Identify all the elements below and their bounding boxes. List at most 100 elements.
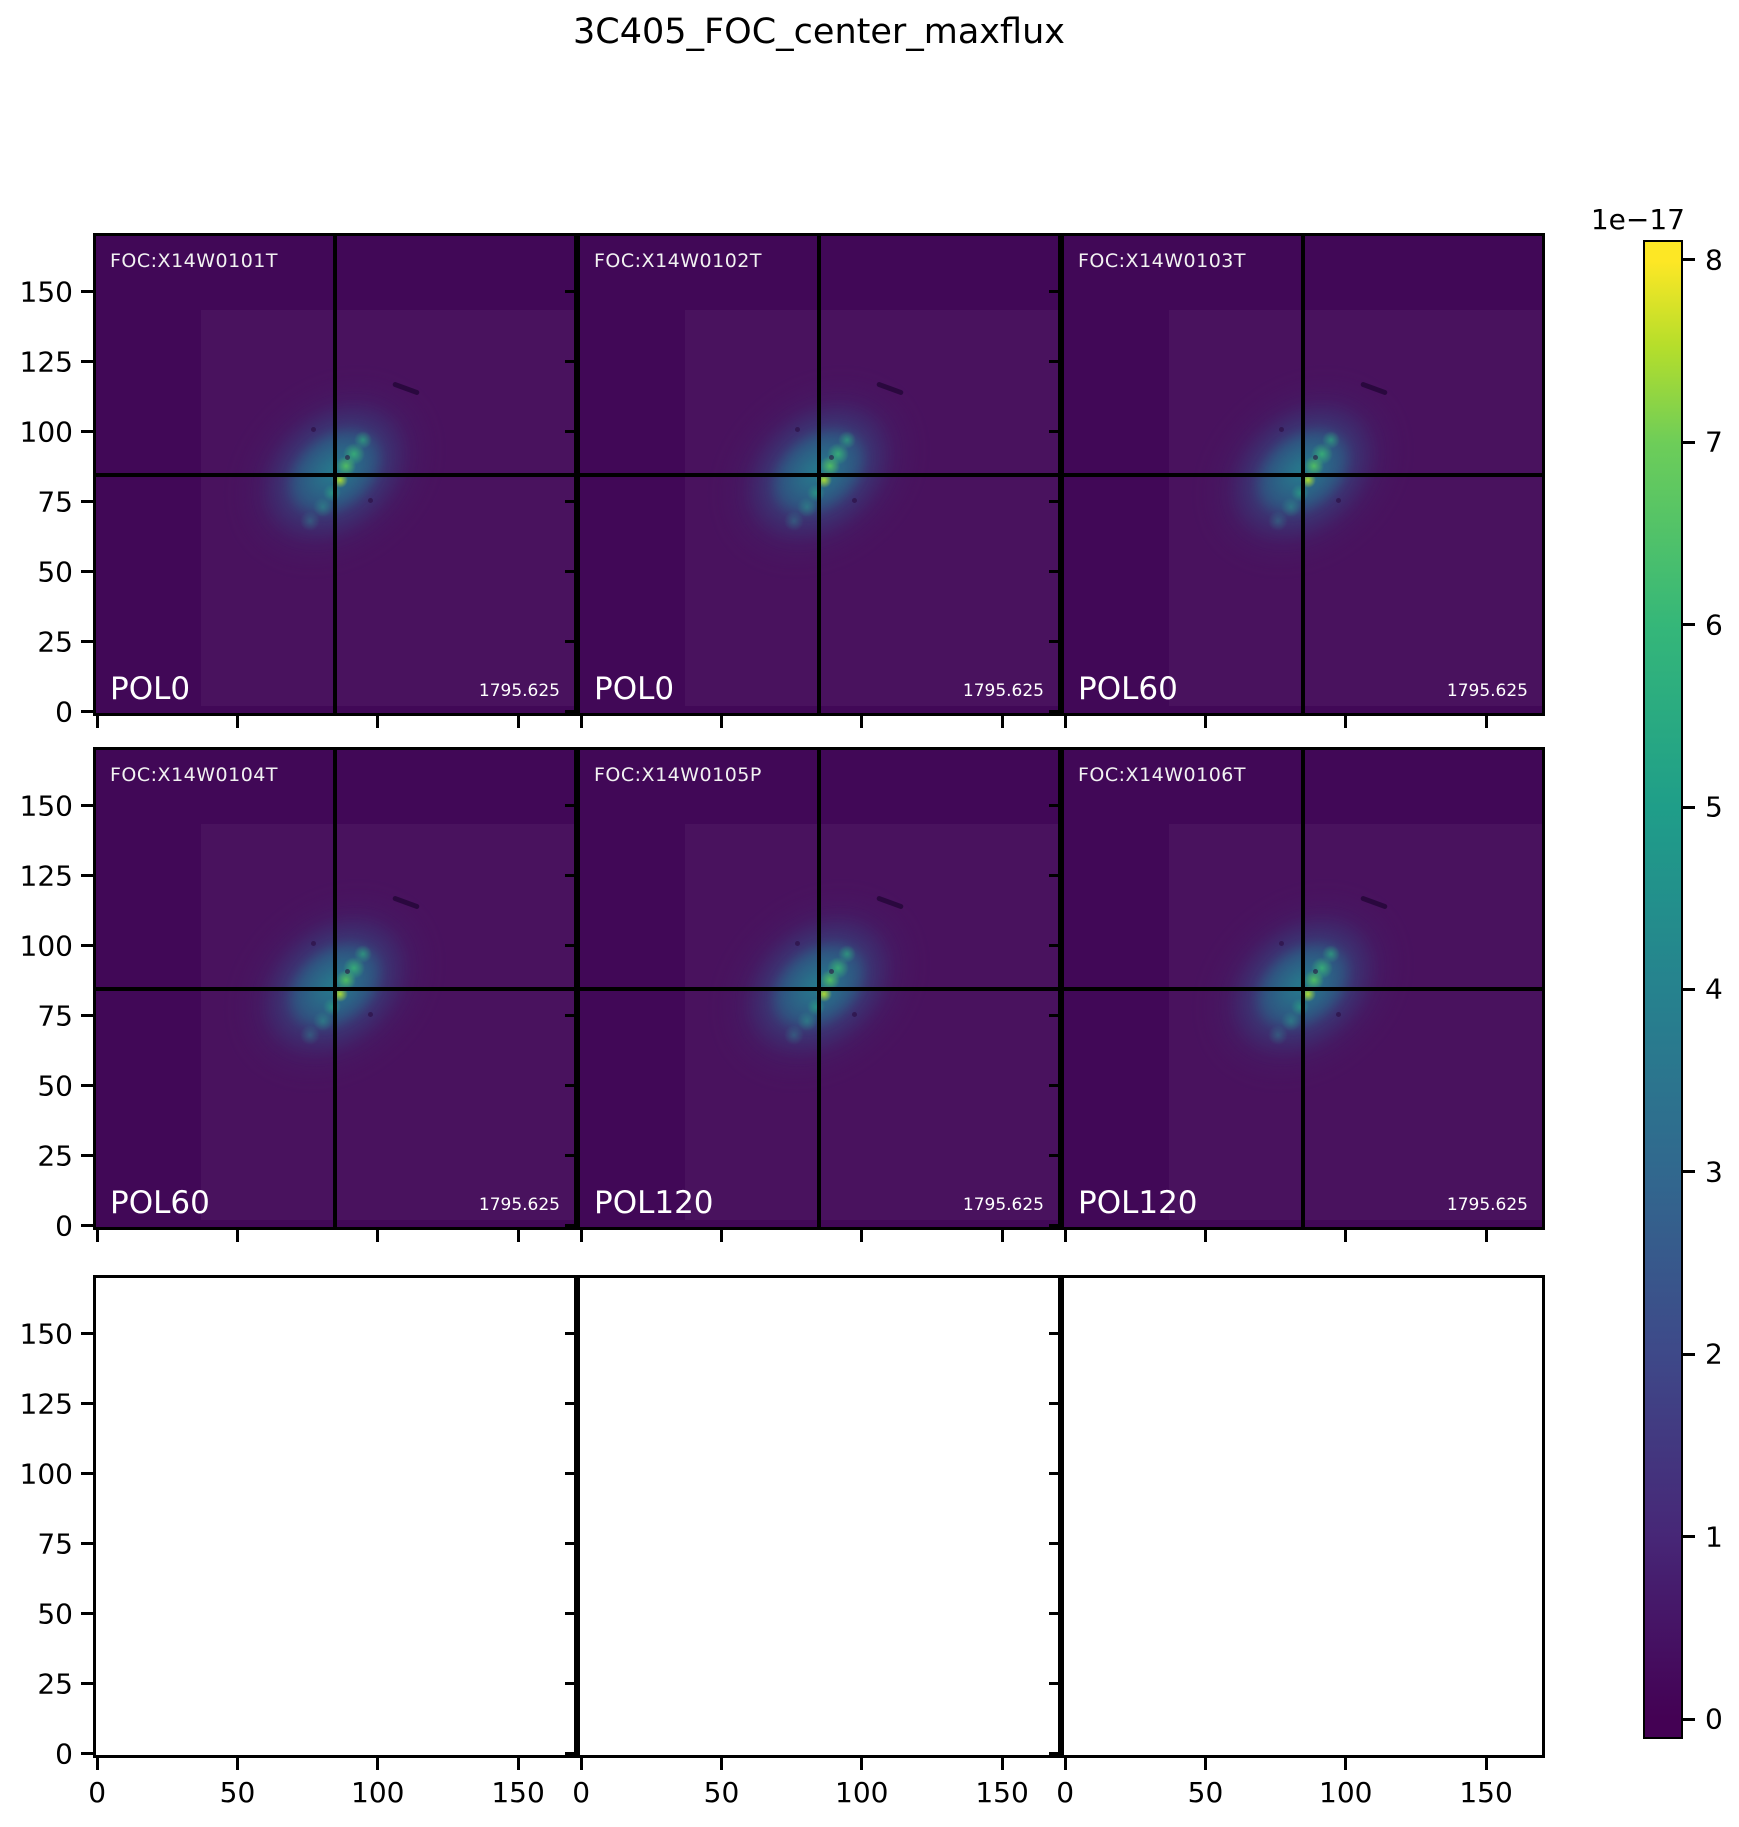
dark-speck <box>311 426 317 432</box>
dark-speck <box>368 498 374 504</box>
y-tick-mark <box>565 874 577 878</box>
y-tick-mark <box>81 430 93 434</box>
y-tick-label: 100 <box>19 415 73 449</box>
dark-speck <box>795 940 801 946</box>
dark-speck <box>1312 969 1318 975</box>
y-tick-mark <box>565 710 577 714</box>
y-tick-mark <box>1049 1402 1061 1406</box>
dark-speck <box>1336 498 1342 504</box>
x-tick-label: 50 <box>1187 1776 1224 1809</box>
y-tick-mark <box>565 1472 577 1476</box>
y-tick-mark <box>1049 360 1061 364</box>
y-tick-mark <box>81 1542 93 1546</box>
x-tick-mark <box>235 1758 239 1770</box>
colorbar-tick-mark <box>1683 1717 1695 1721</box>
x-tick-label: 100 <box>1319 1776 1373 1809</box>
x-tick-mark <box>1484 716 1488 728</box>
y-tick-mark <box>81 1472 93 1476</box>
x-tick-mark <box>1484 1758 1488 1770</box>
y-tick-label: 75 <box>37 485 73 519</box>
colorbar-tick-label: 6 <box>1705 608 1723 642</box>
crosshair-horizontal-line <box>1064 987 1542 992</box>
y-tick-mark <box>1049 1682 1061 1686</box>
y-tick-label: 0 <box>55 1209 73 1243</box>
y-tick-label: 0 <box>55 695 73 729</box>
dark-speck <box>852 498 858 504</box>
polarizer-label: POL120 <box>594 1185 714 1221</box>
colorbar-tick-label: 4 <box>1705 972 1723 1006</box>
colorbar-tick-label: 1 <box>1705 1520 1723 1554</box>
dataset-label: FOC:X14W0106T <box>1078 764 1246 786</box>
colorbar-tick-label: 8 <box>1705 243 1723 277</box>
y-tick-mark <box>565 1402 577 1406</box>
y-tick-mark <box>1049 640 1061 644</box>
heatmap-panel-3: FOC:X14W0103T POL60 1795.625 <box>1061 233 1545 716</box>
y-tick-mark <box>1049 874 1061 878</box>
x-tick-mark <box>1203 716 1207 728</box>
x-tick-mark <box>1344 1758 1348 1770</box>
x-tick-mark <box>95 1758 99 1770</box>
x-tick-mark <box>516 716 520 728</box>
x-tick-mark <box>1000 1230 1004 1242</box>
x-tick-label: 50 <box>219 1776 256 1809</box>
colorbar-gradient <box>1645 242 1681 1737</box>
dataset-label: FOC:X14W0102T <box>594 250 762 272</box>
x-tick-mark <box>376 1230 380 1242</box>
y-tick-mark <box>1049 1752 1061 1756</box>
y-tick-label: 125 <box>19 345 73 379</box>
y-tick-mark <box>565 640 577 644</box>
y-tick-mark <box>81 290 93 294</box>
dark-speck <box>1279 426 1285 432</box>
y-tick-mark <box>81 570 93 574</box>
colorbar <box>1643 240 1683 1739</box>
y-tick-mark <box>1049 290 1061 294</box>
heatmap-panel-1: FOC:X14W0101T POL0 1795.625 <box>93 233 577 716</box>
x-tick-mark <box>235 716 239 728</box>
y-tick-mark <box>1049 1612 1061 1616</box>
empty-panel-3 <box>1061 1275 1545 1758</box>
y-tick-label: 125 <box>19 1387 73 1421</box>
exposure-value-label: 1795.625 <box>478 681 560 701</box>
crosshair-horizontal-line <box>580 987 1058 992</box>
empty-panel-2 <box>577 1275 1061 1758</box>
colorbar-tick-label: 3 <box>1705 1155 1723 1189</box>
x-tick-label: 150 <box>975 1776 1029 1809</box>
y-tick-label: 25 <box>37 625 73 659</box>
dark-speck <box>795 426 801 432</box>
x-tick-mark <box>516 1230 520 1242</box>
y-tick-mark <box>1049 570 1061 574</box>
heatmap-panel-2: FOC:X14W0102T POL0 1795.625 <box>577 233 1061 716</box>
polarizer-label: POL120 <box>1078 1185 1198 1221</box>
y-tick-label: 100 <box>19 929 73 963</box>
dark-speck <box>344 969 350 975</box>
y-tick-mark <box>1049 710 1061 714</box>
polarizer-label: POL0 <box>110 671 191 707</box>
x-tick-label: 50 <box>703 1776 740 1809</box>
dataset-label: FOC:X14W0104T <box>110 764 278 786</box>
y-tick-mark <box>81 1014 93 1018</box>
y-tick-label: 150 <box>19 1317 73 1351</box>
y-tick-mark <box>1049 1154 1061 1158</box>
dark-speck <box>368 1012 374 1018</box>
x-tick-mark <box>1063 716 1067 728</box>
x-tick-mark <box>860 1230 864 1242</box>
y-tick-label: 125 <box>19 859 73 893</box>
y-tick-mark <box>1049 804 1061 808</box>
heatmap-panel-4: FOC:X14W0104T POL60 1795.625 <box>93 747 577 1230</box>
x-tick-mark <box>719 1230 723 1242</box>
y-tick-mark <box>81 1084 93 1088</box>
x-tick-mark <box>1000 1758 1004 1770</box>
y-tick-mark <box>81 1752 93 1756</box>
y-tick-mark <box>565 1752 577 1756</box>
exposure-value-label: 1795.625 <box>1446 681 1528 701</box>
y-tick-mark <box>81 874 93 878</box>
colorbar-tick-label: 7 <box>1705 425 1723 459</box>
y-tick-mark <box>1049 500 1061 504</box>
crosshair-horizontal-line <box>96 473 574 478</box>
y-tick-mark <box>565 1612 577 1616</box>
colorbar-tick-mark <box>1683 1535 1695 1539</box>
y-tick-mark <box>565 1332 577 1336</box>
y-tick-mark <box>81 1332 93 1336</box>
y-tick-mark <box>1049 944 1061 948</box>
